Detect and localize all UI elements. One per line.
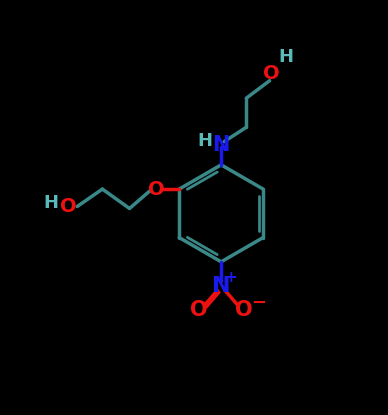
Text: H: H	[43, 195, 58, 212]
Text: H: H	[197, 132, 212, 150]
Text: N: N	[213, 135, 230, 155]
Text: N: N	[212, 276, 230, 296]
Text: +: +	[225, 270, 237, 285]
Text: H: H	[279, 48, 293, 66]
Text: O: O	[148, 180, 165, 198]
Text: O: O	[263, 64, 280, 83]
Text: O: O	[60, 197, 77, 216]
Text: O: O	[235, 300, 253, 320]
Text: O: O	[190, 300, 208, 320]
Text: −: −	[251, 294, 266, 312]
